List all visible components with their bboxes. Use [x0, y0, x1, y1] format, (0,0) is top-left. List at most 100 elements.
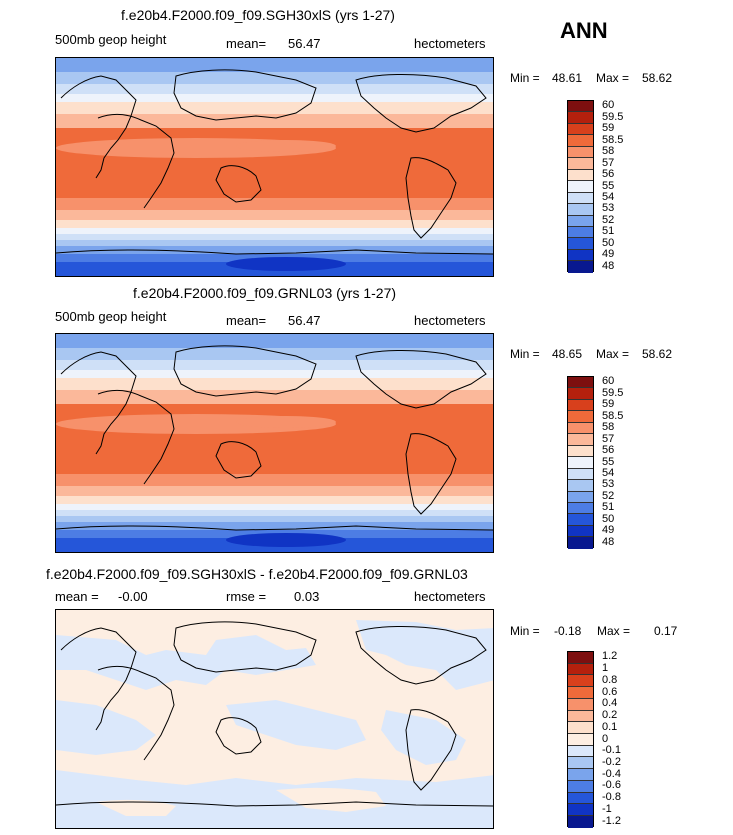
colorbar-tick-label: 48	[602, 259, 615, 272]
panel3-rmse-value: 0.03	[294, 589, 320, 604]
panel3-min-value: -0.18	[554, 624, 582, 638]
colorbar-tick-label: 50	[602, 512, 615, 525]
colorbar-tick-label: 56	[602, 444, 615, 457]
colorbar-swatch	[568, 722, 593, 735]
colorbar-swatch	[568, 377, 593, 389]
panel2-map	[55, 333, 494, 553]
colorbar-tick-label: 59.5	[602, 386, 624, 399]
colorbar-swatch	[568, 687, 593, 699]
colorbar-tick-label: 59	[602, 398, 615, 411]
colorbar-tick-label: 48	[602, 535, 615, 548]
colorbar-tick-label: 58.5	[602, 409, 624, 422]
season-label: ANN	[560, 18, 608, 43]
panel1-min-value: 48.61	[552, 71, 583, 85]
colorbar-swatch	[568, 816, 593, 828]
colorbar-swatch	[568, 757, 593, 770]
colorbar-swatch	[568, 804, 593, 817]
colorbar-tick-label: 0.8	[602, 673, 618, 686]
colorbar-tick-label: 59	[602, 122, 615, 135]
colorbar-tick-label: 56	[602, 168, 615, 181]
colorbar-tick-label: 60	[602, 375, 615, 388]
colorbar-swatch	[568, 399, 593, 412]
panel1-mean-label: mean=	[226, 36, 267, 51]
panel1-map-svg	[56, 58, 493, 276]
colorbar-swatch	[568, 169, 593, 182]
panel1-mean-value: 56.47	[288, 36, 321, 51]
panel3-max-label: Max =	[597, 624, 631, 638]
colorbar-tick-label: 51	[602, 501, 615, 514]
panel2-colorbar	[567, 376, 594, 549]
colorbar-swatch	[568, 146, 593, 159]
panel1-units: hectometers	[414, 36, 486, 51]
colorbar-swatch	[568, 112, 593, 124]
colorbar-swatch	[568, 491, 593, 503]
panel1-colorbar	[567, 100, 594, 273]
panel3-map	[55, 609, 494, 829]
panel2-mean-label: mean=	[226, 313, 267, 328]
colorbar-tick-label: 49	[602, 524, 615, 537]
panel1-max-label: Max =	[596, 71, 630, 85]
colorbar-tick-label: 53	[602, 478, 615, 491]
colorbar-swatch	[568, 226, 593, 239]
colorbar-tick-label: 60	[602, 99, 615, 112]
colorbar-swatch	[568, 514, 593, 526]
panel1-title: f.e20b4.F2000.f09_f09.SGH30xlS (yrs 1-27…	[121, 7, 395, 23]
colorbar-swatch	[568, 734, 593, 746]
colorbar-swatch	[568, 675, 593, 688]
panel3-title: f.e20b4.F2000.f09_f09.SGH30xlS - f.e20b4…	[46, 566, 468, 582]
colorbar-tick-label: 57	[602, 156, 615, 169]
panel2-field-label: 500mb geop height	[55, 309, 167, 324]
colorbar-swatch	[568, 192, 593, 205]
colorbar-swatch	[568, 215, 593, 227]
colorbar-swatch	[568, 123, 593, 136]
colorbar-swatch	[568, 445, 593, 458]
panel3-max-value: 0.17	[654, 624, 678, 638]
panel1-min-label: Min =	[510, 71, 540, 85]
panel3-mean-label: mean =	[55, 589, 99, 604]
colorbar-swatch	[568, 769, 593, 781]
colorbar-swatch	[568, 135, 593, 147]
panel3-units: hectometers	[414, 589, 486, 604]
colorbar-tick-label: 59.5	[602, 110, 624, 123]
colorbar-tick-label: -1	[602, 802, 612, 815]
colorbar-tick-label: 0.1	[602, 720, 618, 733]
panel3-mean-value: -0.00	[118, 589, 148, 604]
colorbar-swatch	[568, 158, 593, 170]
colorbar-swatch	[568, 204, 593, 216]
panel1-map	[55, 57, 494, 277]
colorbar-swatch	[568, 480, 593, 492]
colorbar-tick-label: 55	[602, 455, 615, 468]
colorbar-tick-label: -0.4	[602, 767, 621, 780]
colorbar-swatch	[568, 101, 593, 113]
colorbar-swatch	[568, 698, 593, 711]
colorbar-tick-label: 55	[602, 179, 615, 192]
colorbar-tick-label: 1	[602, 662, 609, 675]
colorbar-tick-label: 1.2	[602, 650, 618, 663]
panel3-rmse-label: rmse =	[226, 589, 267, 604]
colorbar-tick-label: 58.5	[602, 133, 624, 146]
colorbar-swatch	[568, 745, 593, 758]
colorbar-tick-label: 49	[602, 248, 615, 261]
colorbar-tick-label: 51	[602, 225, 615, 238]
colorbar-swatch	[568, 663, 593, 676]
panel1-field-label: 500mb geop height	[55, 32, 167, 47]
colorbar-swatch	[568, 710, 593, 723]
panel3-map-svg	[56, 610, 493, 828]
colorbar-swatch	[568, 388, 593, 400]
colorbar-tick-label: 54	[602, 190, 615, 203]
colorbar-tick-label: 52	[602, 489, 615, 502]
colorbar-tick-label: 57	[602, 432, 615, 445]
colorbar-swatch	[568, 261, 593, 273]
colorbar-swatch	[568, 537, 593, 549]
colorbar-tick-label: -0.6	[602, 779, 621, 792]
colorbar-tick-label: -0.1	[602, 744, 621, 757]
colorbar-swatch	[568, 181, 593, 193]
colorbar-tick-label: 0.4	[602, 697, 618, 710]
colorbar-tick-label: 0.6	[602, 685, 618, 698]
colorbar-tick-label: 0	[602, 732, 609, 745]
colorbar-tick-label: -0.2	[602, 755, 621, 768]
colorbar-swatch	[568, 525, 593, 538]
colorbar-tick-label: -0.8	[602, 791, 621, 804]
panel2-map-svg	[56, 334, 493, 552]
colorbar-tick-label: -1.2	[602, 814, 621, 827]
